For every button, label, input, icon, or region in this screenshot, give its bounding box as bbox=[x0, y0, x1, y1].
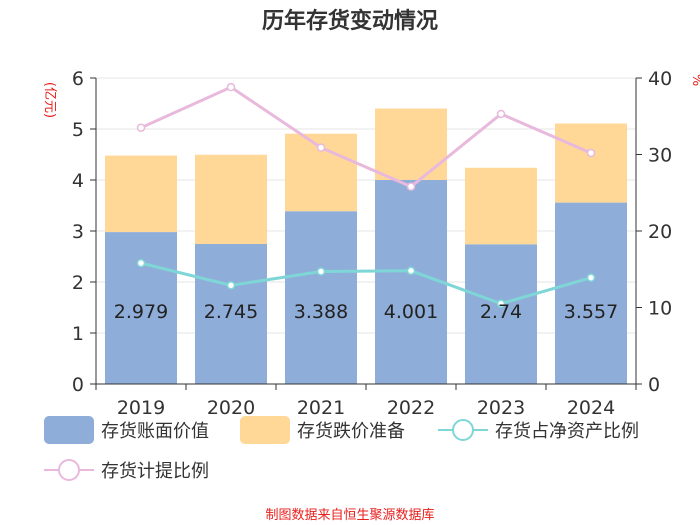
legend-marker bbox=[452, 419, 474, 441]
gridlines bbox=[96, 77, 636, 334]
bar-inventory-book-value bbox=[465, 244, 537, 384]
line-point bbox=[496, 299, 506, 308]
line-point bbox=[136, 123, 146, 132]
bar-inventory-impairment bbox=[465, 167, 537, 245]
line-point bbox=[316, 267, 326, 276]
bar-inventory-impairment bbox=[195, 154, 267, 245]
right-axis-tick-label: 30 bbox=[648, 145, 672, 167]
right-axis-tick-label: 40 bbox=[648, 68, 672, 90]
line-series bbox=[136, 82, 596, 308]
left-axis-tick-label: 6 bbox=[72, 68, 84, 90]
right-axis-unit: % bbox=[689, 74, 700, 86]
x-axis-tick-label: 2021 bbox=[297, 397, 345, 419]
left-axis-tick-label: 2 bbox=[72, 272, 84, 294]
data-source-note: 制图数据来自恒生聚源数据库 bbox=[265, 507, 434, 523]
bar-data-label: 3.388 bbox=[294, 301, 348, 323]
legend-label: 存货账面价值 bbox=[101, 421, 209, 442]
bar-series bbox=[105, 108, 627, 384]
bar-inventory-book-value bbox=[195, 244, 267, 384]
legend-label: 存货占净资产比例 bbox=[495, 421, 639, 442]
bar-inventory-impairment bbox=[375, 108, 447, 180]
line-provision-ratio bbox=[140, 85, 592, 189]
bar-inventory-book-value bbox=[105, 232, 177, 384]
line-point bbox=[586, 273, 596, 282]
x-axis-tick-label: 2024 bbox=[567, 397, 615, 419]
line-point bbox=[586, 148, 596, 158]
x-axis-tick-label: 2022 bbox=[387, 397, 435, 419]
left-axis-tick-label: 5 bbox=[72, 119, 84, 141]
legend-swatch bbox=[44, 416, 94, 444]
bar-data-label: 3.557 bbox=[564, 301, 618, 323]
bar-inventory-impairment bbox=[555, 123, 627, 203]
x-axis-tick-label: 2020 bbox=[207, 397, 255, 419]
bar-inventory-book-value bbox=[555, 202, 627, 384]
bar-inventory-book-value bbox=[375, 179, 447, 384]
bar-data-label: 2.74 bbox=[480, 301, 522, 323]
left-axis-tick-label: 4 bbox=[72, 170, 84, 192]
chart-title: 历年存货变动情况 bbox=[262, 8, 438, 34]
left-axis-tick-label: 3 bbox=[72, 221, 84, 243]
line-point bbox=[406, 266, 416, 276]
axes: 0 1 2 3 4 5 6 0 10 20 30 40 2019 2020 2021 2022 2023 2024 bbox=[72, 68, 672, 419]
left-axis-unit: (亿元) bbox=[42, 82, 57, 118]
x-axis-tick-label: 2019 bbox=[117, 397, 165, 419]
line-point bbox=[316, 143, 326, 152]
line-point bbox=[406, 182, 416, 191]
bar-inventory-book-value bbox=[285, 211, 357, 384]
data-labels: 2.979 2.745 3.388 4.001 2.74 3.557 bbox=[114, 301, 618, 323]
right-axis-tick-label: 10 bbox=[648, 298, 672, 320]
legend-swatch bbox=[240, 416, 290, 444]
line-point bbox=[226, 281, 236, 290]
legend-label: 存货计提比例 bbox=[101, 461, 209, 482]
left-axis-tick-label: 0 bbox=[72, 374, 84, 396]
line-point bbox=[496, 109, 506, 119]
bar-data-label: 4.001 bbox=[384, 301, 438, 323]
bar-data-label: 2.745 bbox=[204, 301, 258, 323]
right-axis-tick-label: 20 bbox=[648, 221, 672, 243]
line-point bbox=[136, 258, 146, 268]
line-point bbox=[226, 82, 236, 92]
x-axis-tick-label: 2023 bbox=[477, 397, 525, 419]
bar-data-label: 2.979 bbox=[114, 301, 168, 323]
right-axis-tick-label: 0 bbox=[648, 374, 660, 396]
bar-inventory-impairment bbox=[105, 155, 177, 233]
left-axis-tick-label: 1 bbox=[72, 323, 84, 345]
legend-label: 存货跌价准备 bbox=[297, 421, 405, 442]
line-inventory-to-net-assets bbox=[140, 261, 592, 306]
legend-marker bbox=[58, 459, 80, 481]
